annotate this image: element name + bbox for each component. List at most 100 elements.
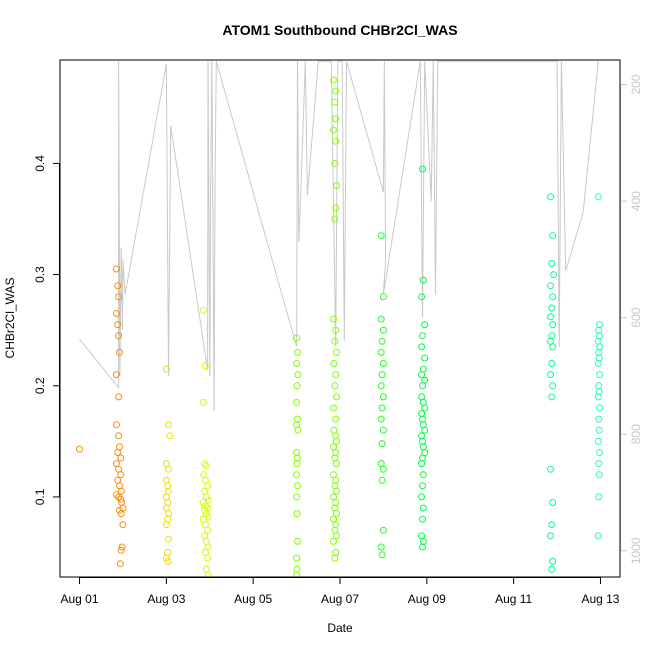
data-point bbox=[379, 426, 387, 434]
data-point bbox=[333, 532, 340, 540]
data-point bbox=[330, 471, 337, 479]
data-point bbox=[331, 98, 339, 106]
data-point bbox=[378, 440, 386, 448]
data-point bbox=[377, 460, 385, 468]
data-point bbox=[418, 493, 426, 501]
data-point bbox=[333, 393, 340, 401]
data-point bbox=[549, 232, 557, 240]
data-point bbox=[377, 382, 385, 390]
data-point bbox=[201, 521, 209, 529]
data-point bbox=[117, 487, 125, 495]
data-point bbox=[202, 493, 210, 501]
x-tick-label: Aug 09 bbox=[408, 592, 446, 606]
data-point bbox=[596, 404, 604, 412]
data-point bbox=[418, 293, 426, 301]
data-point bbox=[293, 382, 301, 390]
data-point bbox=[330, 537, 337, 545]
data-point bbox=[115, 493, 123, 501]
data-point bbox=[418, 410, 426, 418]
data-point bbox=[116, 348, 123, 356]
data-point bbox=[331, 215, 339, 223]
data-point bbox=[378, 337, 386, 345]
data-point bbox=[162, 554, 170, 562]
chart-title: ATOM1 Southbound CHBr2Cl_WAS bbox=[222, 22, 457, 38]
data-point bbox=[119, 521, 127, 529]
data-point bbox=[204, 554, 212, 562]
data-point bbox=[117, 471, 125, 479]
altitude-line-layer bbox=[79, 60, 599, 411]
data-point bbox=[333, 510, 340, 518]
points-layer bbox=[76, 76, 604, 579]
data-point bbox=[596, 449, 604, 456]
data-point bbox=[595, 460, 603, 468]
y-tick-label: 0.1 bbox=[33, 488, 47, 505]
data-point bbox=[116, 506, 123, 514]
data-point bbox=[333, 460, 340, 468]
data-point bbox=[114, 282, 122, 290]
data-point bbox=[595, 415, 603, 423]
data-point bbox=[332, 115, 340, 123]
data-point bbox=[419, 382, 426, 390]
data-point bbox=[548, 360, 556, 367]
data-point bbox=[418, 343, 426, 351]
data-point bbox=[332, 476, 340, 484]
series-0 bbox=[76, 265, 127, 568]
data-point bbox=[293, 398, 301, 406]
data-point bbox=[200, 471, 208, 479]
data-point bbox=[331, 554, 339, 562]
data-point bbox=[294, 482, 301, 490]
data-point bbox=[117, 546, 125, 554]
data-point bbox=[547, 282, 554, 290]
data-point bbox=[165, 465, 172, 473]
y-tick-label: 0.3 bbox=[33, 266, 47, 283]
data-point bbox=[548, 332, 556, 340]
data-point bbox=[293, 493, 301, 501]
data-point bbox=[112, 265, 120, 273]
data-point bbox=[293, 449, 301, 456]
series-5 bbox=[418, 165, 429, 551]
x-tick-label: Aug 05 bbox=[234, 592, 272, 606]
data-point bbox=[115, 293, 123, 301]
data-point bbox=[421, 376, 429, 384]
data-point bbox=[594, 360, 602, 367]
data-point bbox=[165, 421, 172, 429]
data-point bbox=[164, 549, 172, 556]
data-point bbox=[202, 510, 210, 518]
right-tick-label: 200 bbox=[629, 74, 643, 94]
data-point bbox=[293, 565, 301, 573]
series-4 bbox=[377, 232, 387, 559]
data-point bbox=[547, 337, 554, 345]
data-point bbox=[330, 360, 338, 367]
data-point bbox=[419, 543, 426, 551]
data-point bbox=[294, 371, 302, 379]
data-point bbox=[548, 260, 556, 267]
data-point bbox=[594, 393, 602, 401]
data-point bbox=[204, 526, 212, 534]
data-point bbox=[201, 460, 209, 468]
data-point bbox=[418, 371, 426, 379]
data-point bbox=[595, 348, 603, 356]
data-point bbox=[112, 491, 120, 499]
series-6 bbox=[547, 193, 558, 573]
data-point bbox=[112, 310, 120, 317]
series-1 bbox=[162, 365, 174, 565]
data-point bbox=[201, 506, 209, 514]
data-point bbox=[330, 404, 337, 412]
data-point bbox=[594, 437, 602, 445]
data-point bbox=[164, 557, 172, 565]
data-point bbox=[377, 315, 385, 323]
data-point bbox=[377, 348, 385, 356]
right-tick-label: 800 bbox=[629, 424, 643, 444]
right-tick-label: 600 bbox=[629, 307, 643, 327]
data-point bbox=[419, 471, 427, 479]
data-point bbox=[594, 532, 602, 540]
data-point bbox=[419, 415, 426, 423]
data-point bbox=[333, 182, 340, 190]
data-point bbox=[378, 404, 386, 412]
data-point bbox=[204, 543, 212, 551]
data-point bbox=[547, 313, 554, 321]
data-point bbox=[419, 276, 427, 284]
data-point bbox=[378, 476, 386, 484]
data-point bbox=[594, 193, 602, 201]
